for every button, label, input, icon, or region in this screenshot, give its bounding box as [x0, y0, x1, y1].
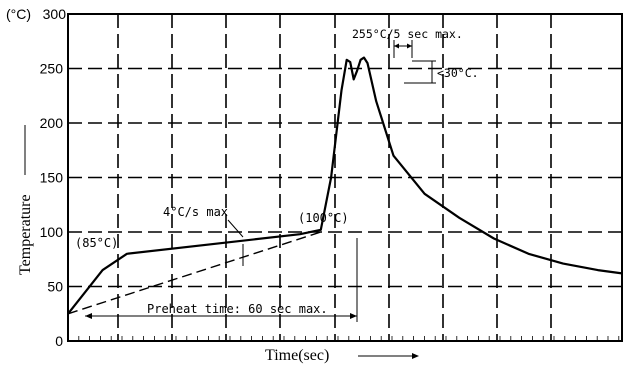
peak-arrow-right: [407, 43, 412, 49]
preheat-arrow-left: [85, 313, 92, 319]
y-axis-title: Temperature: [17, 194, 34, 275]
annotation-85c: (85°C): [75, 236, 118, 250]
ramp-pointer-line: [227, 219, 244, 238]
preheat-label: Preheat time: 60 sec max.: [147, 302, 328, 316]
reflow-profile-line: [67, 56, 623, 315]
annotation-delta: <30°C.: [437, 66, 479, 80]
annotation-ramp-rate: 4°C/s max: [163, 205, 228, 219]
y-unit-label: (°C): [6, 6, 31, 22]
y-tick-label-100: 100: [40, 224, 64, 240]
peak-arrow-left: [394, 43, 399, 49]
x-minor-ticks: [67, 336, 620, 341]
y-tick-label-250: 250: [40, 61, 64, 77]
x-axis-arrow-head: [412, 353, 419, 359]
annotation-peak: 255°C/5 sec max.: [352, 27, 463, 41]
y-tick-label-0: 0: [55, 333, 63, 349]
horizontal-gridlines: [68, 67, 622, 288]
y-tick-labels: 0 50 100 150 200 250 300: [40, 6, 67, 349]
y-tick-label-50: 50: [47, 279, 63, 295]
annotation-100c: (100°C): [298, 211, 349, 225]
y-axis-title-group: Temperature: [17, 125, 34, 275]
x-axis-title: Time(sec): [265, 347, 329, 364]
y-tick-label-150: 150: [40, 170, 64, 186]
y-tick-label-200: 200: [40, 115, 64, 131]
preheat-arrow-right: [350, 313, 357, 319]
y-tick-label-300: 300: [43, 6, 67, 22]
